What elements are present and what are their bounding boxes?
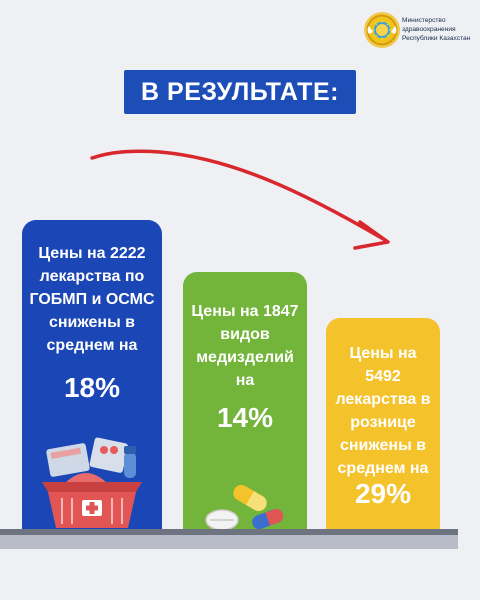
card-percentage: 18% bbox=[63, 372, 121, 403]
card-percentage: 29% bbox=[354, 478, 412, 509]
card-description: Цены на 2222 лекарства по ГОБМП и ОСМС с… bbox=[29, 245, 155, 354]
ministry-logo: Министерство здравоохранения Республики … bbox=[364, 12, 480, 58]
medicine-basket-icon bbox=[42, 437, 142, 528]
ministry-line-3: Республики Казахстан bbox=[402, 35, 471, 42]
card-medical-devices: Цены на 1847 видов медизделий на 14% bbox=[183, 272, 307, 532]
ministry-line-2: здравоохранения bbox=[402, 26, 456, 33]
card-description: Цены на 5492 лекарства в рознице снижены… bbox=[335, 345, 431, 477]
card-description: Цены на 1847 видов медизделий на bbox=[191, 303, 299, 389]
card-retail-medicines: Цены на 5492 лекарства в рознице снижены… bbox=[326, 318, 440, 532]
state-emblem-icon bbox=[364, 12, 400, 48]
ground-platform bbox=[0, 529, 458, 549]
ministry-name: Министерство здравоохранения Республики … bbox=[402, 16, 480, 43]
ministry-line-1: Министерство bbox=[402, 17, 446, 24]
pills-icon bbox=[205, 485, 284, 531]
card-percentage: 14% bbox=[216, 402, 274, 433]
headline: В РЕЗУЛЬТАТЕ: bbox=[124, 70, 356, 114]
